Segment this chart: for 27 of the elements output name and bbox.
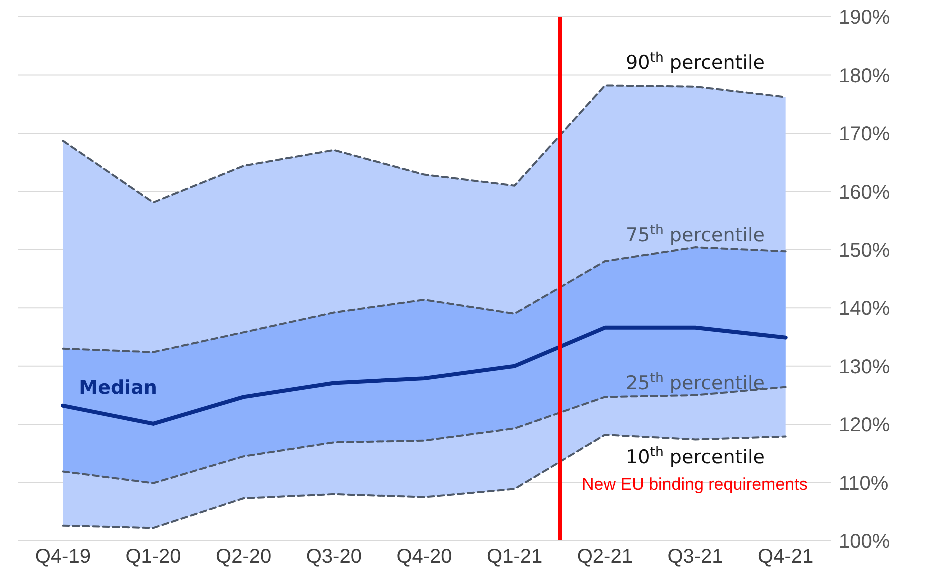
y-tick-label: 110% <box>839 472 889 495</box>
y-tick-label: 150% <box>839 240 890 262</box>
x-tick-label: Q4-20 <box>396 546 452 568</box>
y-tick-label: 100% <box>839 531 890 554</box>
y-tick-label: 180% <box>839 65 890 88</box>
y-tick-label: 170% <box>839 124 890 146</box>
ref-line-label: New EU binding requirements <box>582 475 808 494</box>
line-series <box>61 326 788 426</box>
y-tick-label: 190% <box>839 7 890 30</box>
series-label: 75$^{th}$ percentile <box>626 223 765 247</box>
x-tick-label: Q3-20 <box>306 546 362 568</box>
x-tick-label: Q2-21 <box>577 546 633 568</box>
x-tick-label: Q1-21 <box>487 546 543 568</box>
series-label: 25$^{th}$ percentile <box>626 370 765 394</box>
y-tick-label: 130% <box>839 356 890 378</box>
x-tick-label: Q3-21 <box>668 546 724 568</box>
series-label: 10$^{th}$ percentile <box>626 445 765 469</box>
x-tick-label: Q4-21 <box>758 546 814 568</box>
x-tick-label: Q4-19 <box>35 546 91 568</box>
x-tick-label: Q2-20 <box>216 546 272 568</box>
line-series <box>62 246 787 354</box>
y-tick-label: 120% <box>839 414 890 437</box>
y-tick-label: 160% <box>839 182 890 204</box>
x-tick-label: Q1-20 <box>126 546 182 568</box>
y-tick-label: 140% <box>839 298 890 320</box>
series-label: 90$^{th}$ percentile <box>626 50 765 74</box>
series-label: Median <box>79 376 158 399</box>
